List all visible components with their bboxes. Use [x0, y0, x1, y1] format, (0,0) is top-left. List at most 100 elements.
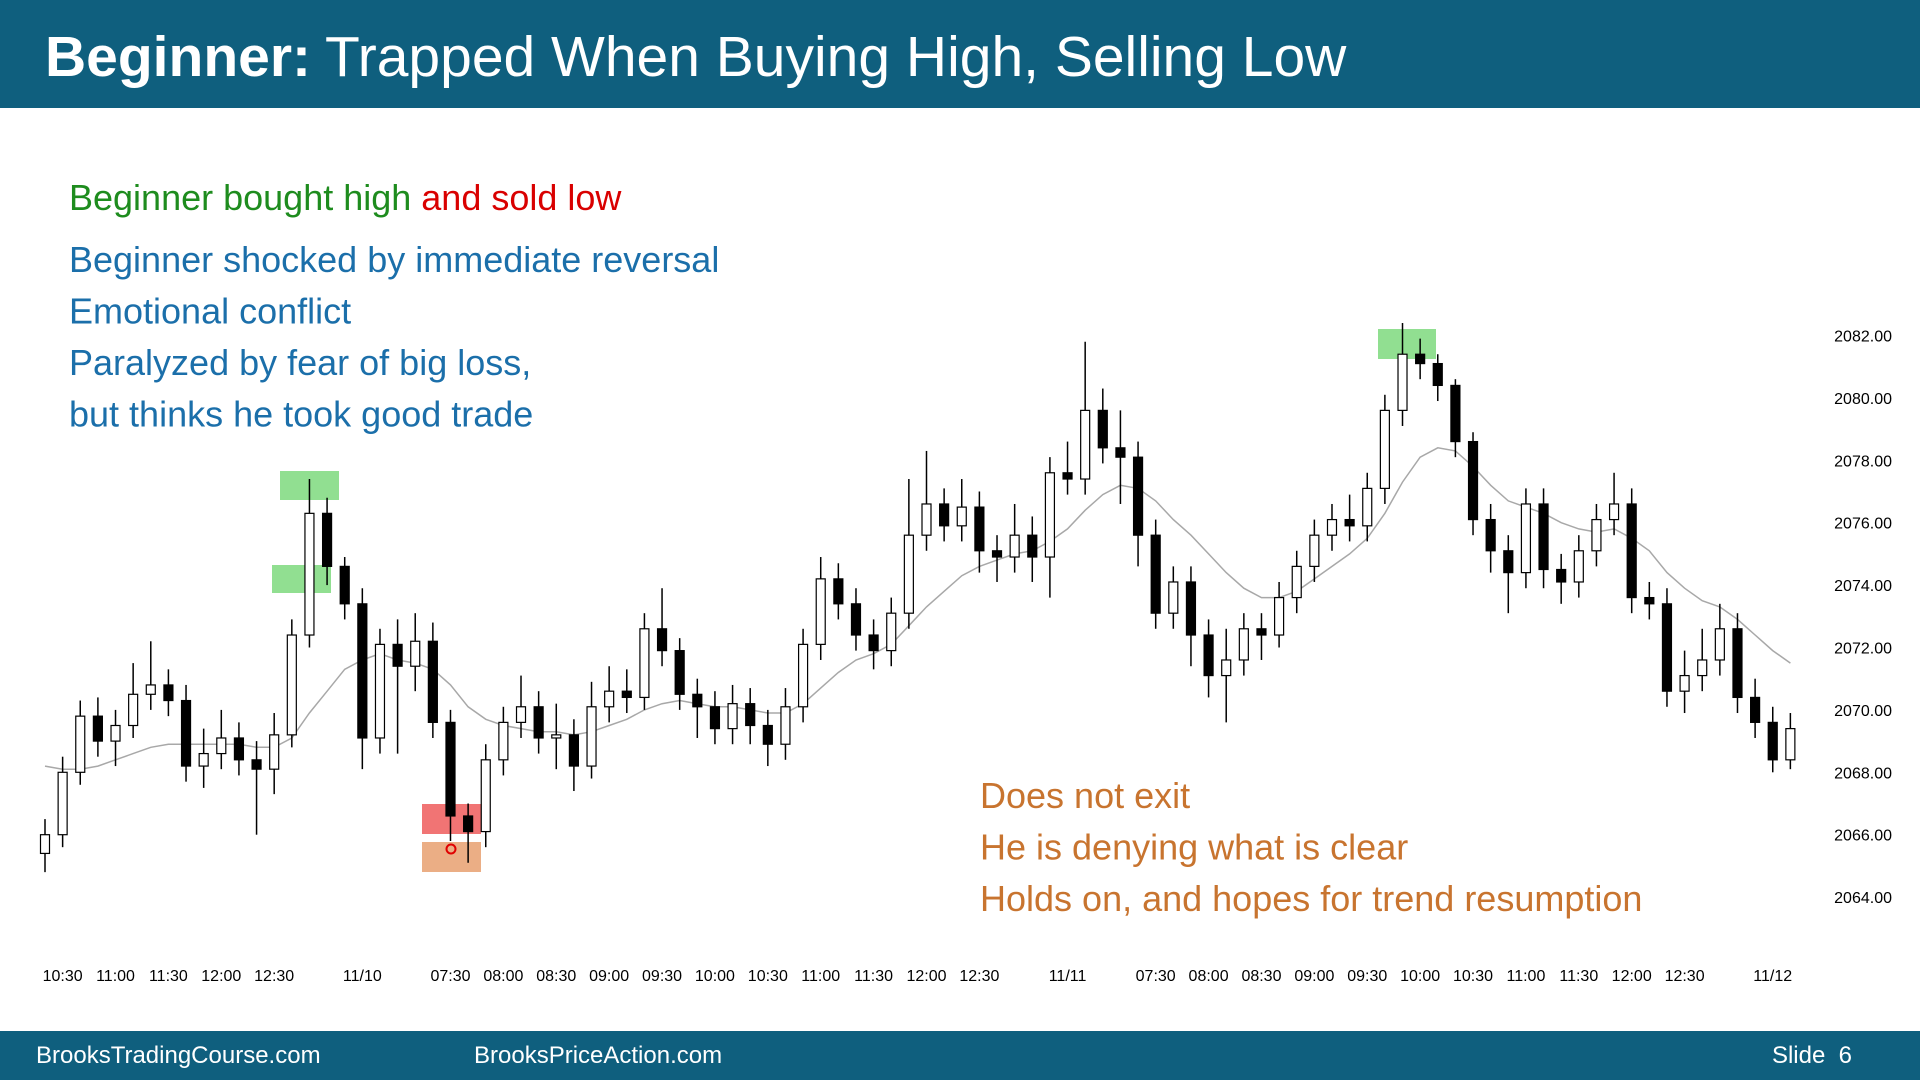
candle-body	[533, 706, 544, 739]
candle-body	[1256, 628, 1267, 636]
note-blue: Paralyzed by fear of big loss,	[69, 342, 531, 383]
highlights	[272, 329, 1436, 872]
candle-body	[797, 643, 809, 708]
slide-title: Beginner: Trapped When Buying High, Selli…	[45, 25, 1347, 89]
candle-body	[1203, 634, 1214, 677]
note-blue: but thinks he took good trade	[69, 394, 533, 435]
x-tick-label: 10:00	[1400, 968, 1440, 985]
candle-body	[674, 650, 685, 695]
y-tick-label: 2082.00	[1834, 329, 1892, 346]
candle-body	[621, 690, 632, 699]
x-tick-label: 12:30	[959, 968, 999, 985]
x-tick-label: 09:00	[589, 968, 629, 985]
y-tick-label: 2076.00	[1834, 516, 1892, 533]
candle-body	[1432, 362, 1443, 387]
x-tick-label: 12:00	[1612, 968, 1652, 985]
candle-body	[216, 737, 227, 755]
candle-body	[1661, 603, 1673, 692]
candle-body	[463, 815, 474, 833]
candle-body	[321, 512, 333, 567]
candle-body	[1520, 503, 1532, 574]
candle-body	[110, 724, 121, 742]
candle-body	[1732, 628, 1743, 699]
candle-body	[1679, 674, 1690, 692]
candle-body	[1767, 721, 1778, 761]
candle-body	[1450, 384, 1461, 443]
candle-body	[1291, 565, 1302, 599]
candle-body	[1115, 447, 1126, 458]
candle-body	[1044, 472, 1056, 558]
note-red: and sold low	[421, 177, 622, 218]
candle-body	[1397, 353, 1408, 411]
candle-body	[1326, 518, 1338, 536]
x-tick-label: 12:00	[201, 968, 241, 985]
candle-body	[1591, 518, 1602, 552]
candle-body	[1027, 534, 1038, 558]
plot: 2064.00 2066.00 2068.00 2070.00 2072.00 2074.…	[39, 323, 1892, 985]
candle-body	[427, 640, 438, 723]
x-tick-label: 11/10	[343, 968, 382, 985]
candle-body	[145, 684, 156, 695]
footer-bar	[0, 1031, 1920, 1080]
candle-body	[515, 706, 527, 723]
candle-body	[57, 771, 68, 836]
candle-body	[1362, 487, 1373, 527]
moving-average	[44, 447, 1791, 770]
x-tick-label: 08:30	[1241, 968, 1281, 985]
candle-body	[1714, 628, 1725, 661]
candle-body	[1185, 581, 1197, 636]
note-orange: Holds on, and hopes for trend resumption	[980, 878, 1642, 919]
candle-body	[815, 578, 826, 645]
footer-left: BrooksTradingCourse.com	[36, 1042, 321, 1069]
y-tick-label: 2066.00	[1834, 828, 1892, 845]
candle-body	[956, 506, 967, 527]
candle-body	[392, 643, 403, 667]
header-bar	[0, 0, 1920, 108]
x-tick-label: 11:00	[801, 968, 840, 985]
footer-middle: BrooksPriceAction.com	[474, 1042, 722, 1069]
candle-body	[991, 550, 1003, 558]
candle-body	[1344, 518, 1355, 527]
candle-body	[586, 706, 597, 767]
candle-body	[1080, 409, 1091, 480]
x-tick-label: 09:30	[642, 968, 682, 985]
candle-body	[251, 759, 262, 770]
note-line: Beginner bought high and sold low	[69, 177, 622, 218]
candle-body	[1009, 534, 1020, 558]
candle-body	[1556, 568, 1567, 583]
note-blue: Beginner shocked by immediate reversal	[69, 239, 719, 280]
candle-body	[1379, 409, 1390, 489]
notes: Beginner bought high and sold lowBeginner…	[69, 177, 1642, 919]
x-tick-label: 12:00	[906, 968, 946, 985]
candle-body	[709, 706, 721, 730]
candle-body	[850, 603, 862, 636]
candle-body	[286, 634, 297, 736]
x-tick-label: 09:30	[1347, 968, 1387, 985]
x-tick-label: 11:30	[1559, 968, 1598, 985]
candle-body	[833, 578, 844, 605]
title-bold: Beginner:	[45, 25, 311, 89]
x-tick-label: 11/12	[1753, 968, 1792, 985]
candle-body	[304, 512, 315, 636]
candle-body	[410, 640, 421, 667]
x-tick-label: 11:30	[149, 968, 188, 985]
note-orange: He is denying what is clear	[980, 827, 1408, 868]
x-tick-label: 10:00	[695, 968, 735, 985]
candle-body	[762, 724, 773, 745]
y-tick-label: 2074.00	[1834, 578, 1892, 595]
candle-body	[1538, 503, 1549, 571]
candle-body	[639, 628, 650, 699]
slide-number: Slide 6	[1772, 1042, 1852, 1069]
candle-body	[480, 759, 491, 833]
x-tick-label: 07:30	[1136, 968, 1176, 985]
candle-body	[1785, 728, 1796, 761]
note-green: Beginner bought high	[69, 177, 411, 218]
candle-body	[498, 721, 509, 761]
candle-body	[39, 834, 51, 855]
candle-body	[1485, 518, 1496, 552]
note-blue: Emotional conflict	[69, 291, 351, 332]
y-tick-label: 2070.00	[1834, 703, 1892, 720]
candle-body	[269, 734, 280, 770]
x-tick-label: 07:30	[430, 968, 470, 985]
candle-body	[551, 734, 562, 739]
